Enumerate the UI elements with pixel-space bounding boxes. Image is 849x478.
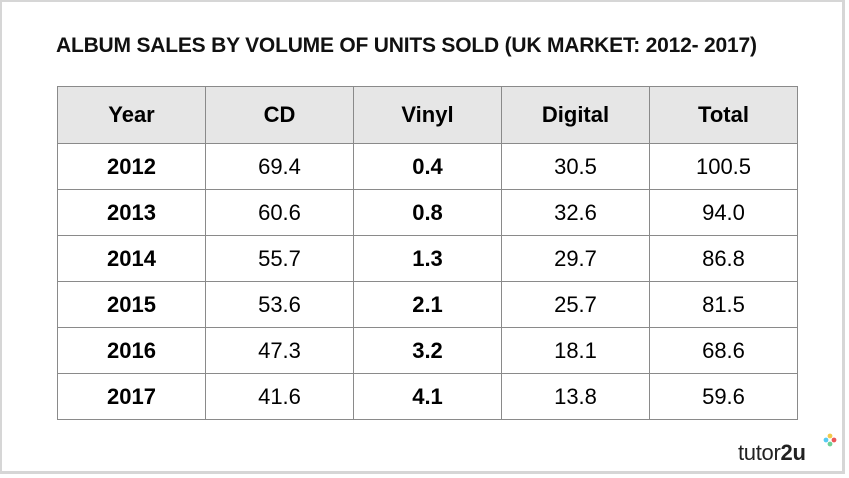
table-row: 2015 53.6 2.1 25.7 81.5 xyxy=(57,281,798,328)
cell-total: 59.6 xyxy=(649,373,798,420)
cell-cd: 53.6 xyxy=(205,281,354,328)
sales-table: Year CD Vinyl Digital Total 2012 69.4 0.4 3… xyxy=(57,86,798,420)
cell-cd: 47.3 xyxy=(205,327,354,374)
cell-year: 2012 xyxy=(57,143,206,190)
cell-vinyl: 0.8 xyxy=(353,189,502,236)
cell-vinyl: 0.4 xyxy=(353,143,502,190)
cell-year: 2016 xyxy=(57,327,206,374)
cell-total: 68.6 xyxy=(649,327,798,374)
cell-vinyl: 2.1 xyxy=(353,281,502,328)
table-row: 2014 55.7 1.3 29.7 86.8 xyxy=(57,235,798,282)
cell-year: 2015 xyxy=(57,281,206,328)
table-row: 2012 69.4 0.4 30.5 100.5 xyxy=(57,143,798,190)
logo-text-light: tutor xyxy=(738,440,781,465)
cell-year: 2017 xyxy=(57,373,206,420)
cell-digital: 30.5 xyxy=(501,143,650,190)
table-body: 2012 69.4 0.4 30.5 100.5 2013 60.6 0.8 32.6 94.0 2… xyxy=(57,143,798,420)
cell-vinyl: 4.1 xyxy=(353,373,502,420)
tutor2u-logo: tutor2u xyxy=(738,440,806,466)
cell-digital: 32.6 xyxy=(501,189,650,236)
cell-digital: 25.7 xyxy=(501,281,650,328)
cell-total: 94.0 xyxy=(649,189,798,236)
table-title: ALBUM SALES BY VOLUME OF UNITS SOLD (UK … xyxy=(56,34,757,57)
cell-digital: 18.1 xyxy=(501,327,650,374)
table-row: 2013 60.6 0.8 32.6 94.0 xyxy=(57,189,798,236)
cell-cd: 60.6 xyxy=(205,189,354,236)
header-total: Total xyxy=(649,86,798,144)
header-year: Year xyxy=(57,86,206,144)
cell-cd: 41.6 xyxy=(205,373,354,420)
cell-vinyl: 1.3 xyxy=(353,235,502,282)
cell-cd: 55.7 xyxy=(205,235,354,282)
logo-text-bold: 2u xyxy=(780,440,806,465)
cell-cd: 69.4 xyxy=(205,143,354,190)
cell-year: 2014 xyxy=(57,235,206,282)
table-row: 2017 41.6 4.1 13.8 59.6 xyxy=(57,373,798,420)
header-cd: CD xyxy=(205,86,354,144)
cell-total: 100.5 xyxy=(649,143,798,190)
flower-icon xyxy=(823,433,837,447)
cell-vinyl: 3.2 xyxy=(353,327,502,374)
cell-total: 86.8 xyxy=(649,235,798,282)
cell-digital: 29.7 xyxy=(501,235,650,282)
cell-total: 81.5 xyxy=(649,281,798,328)
header-row: Year CD Vinyl Digital Total xyxy=(57,86,798,144)
header-vinyl: Vinyl xyxy=(353,86,502,144)
header-digital: Digital xyxy=(501,86,650,144)
table-row: 2016 47.3 3.2 18.1 68.6 xyxy=(57,327,798,374)
cell-digital: 13.8 xyxy=(501,373,650,420)
cell-year: 2013 xyxy=(57,189,206,236)
